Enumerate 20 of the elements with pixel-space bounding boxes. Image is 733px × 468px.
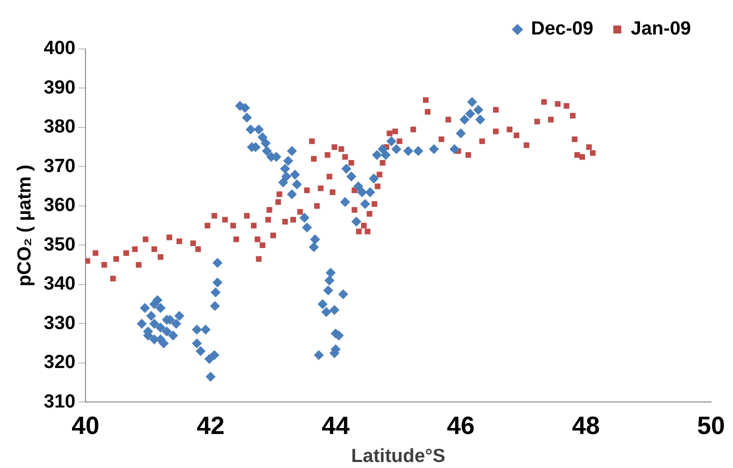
legend-label: Jan-09 (630, 18, 691, 40)
y-axis-title: pCO₂ ( µatm ) (14, 164, 36, 286)
x-tick-label: 48 (572, 412, 600, 440)
y-tick-label: 370 (44, 156, 76, 177)
y-tick-label: 320 (44, 352, 76, 374)
x-axis-title: Latitude°S (351, 446, 446, 467)
y-tick-label: 330 (44, 312, 76, 334)
y-tick-label: 380 (44, 116, 76, 138)
x-tick-label: 40 (72, 412, 100, 440)
y-tick-label: 340 (44, 274, 76, 295)
y-tick-label: 310 (44, 391, 76, 412)
legend-label: Dec-09 (530, 18, 594, 40)
x-tick-label: 42 (196, 412, 225, 440)
y-tick-label: 350 (44, 234, 76, 256)
x-tick-label: 46 (446, 412, 475, 440)
y-tick-label: 400 (44, 38, 76, 60)
y-tick-label: 360 (44, 195, 76, 216)
x-tick-label: 50 (697, 412, 725, 440)
y-tick-label: 390 (44, 77, 76, 98)
x-tick-label: 44 (322, 412, 350, 440)
